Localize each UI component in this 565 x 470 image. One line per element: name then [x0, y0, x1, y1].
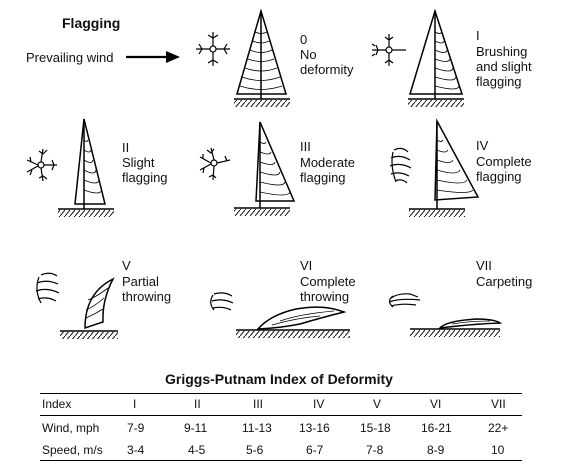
row-label: Wind, mph [42, 421, 100, 435]
stage-0-description: No deformity [300, 47, 354, 77]
table-cell: II [194, 397, 201, 411]
stage-2-description: Slight flagging [122, 155, 168, 185]
table-cell: 7-9 [127, 421, 145, 435]
stage-4-tree-illustration [389, 118, 480, 217]
table-cell: VI [430, 397, 442, 411]
prevailing-wind-label: Prevailing wind [26, 50, 114, 65]
stage-2-numeral: II [122, 140, 130, 155]
stage-3-top-view-icon [199, 147, 231, 181]
row-label: Index [42, 397, 72, 411]
stage-2-top-view-icon [26, 148, 57, 182]
table-cell: 13-16 [299, 421, 330, 435]
table-cell: IV [313, 397, 325, 411]
stage-1-description: Brushing and slight flagging [476, 44, 532, 89]
stage-0-numeral: 0 [300, 32, 308, 47]
table-cell: 10 [491, 443, 505, 457]
table-cell: 8-9 [427, 443, 445, 457]
stage-5-tree-icon [60, 277, 118, 339]
stage-6-description: Complete throwing [300, 274, 356, 304]
stage-6-top-view-icon [210, 292, 234, 311]
stage-5-tree-illustration [35, 272, 118, 339]
table-bottom-rule [40, 460, 522, 461]
diagram-title: Flagging [62, 15, 121, 31]
stage-5-numeral: V [122, 258, 131, 273]
table-cell: I [133, 397, 137, 411]
row-label: Speed, m/s [42, 443, 103, 457]
stage-4-top-view-icon [389, 147, 412, 184]
table-cell: 15-18 [360, 421, 391, 435]
stage-1-tree-illustration [371, 8, 464, 107]
stage-5-description: Partial throwing [122, 274, 172, 304]
stage-7-top-view-icon [388, 293, 421, 308]
table-cell: 3-4 [127, 443, 145, 457]
stage-6-tree-icon [236, 306, 350, 338]
table-cell: III [253, 397, 264, 411]
stage-0-tree-icon [234, 8, 290, 107]
table-header-rule [40, 415, 522, 416]
table-cell: 4-5 [188, 443, 206, 457]
stage-5-top-view-icon [35, 272, 60, 304]
table-cell: VII [491, 397, 506, 411]
stage-1-numeral: I [476, 28, 480, 43]
stage-2-tree-icon [58, 118, 114, 217]
table-top-rule [40, 393, 522, 394]
stage-7-tree-icon [410, 318, 503, 337]
table-cell: 11-13 [242, 421, 272, 435]
stage-0-top-view-icon [196, 32, 230, 66]
table-cell: 9-11 [184, 421, 208, 435]
stage-4-description: Complete flagging [476, 154, 532, 184]
stage-4-numeral: IV [476, 138, 489, 153]
stage-4-tree-icon [409, 118, 480, 217]
stage-1-tree-icon [408, 8, 464, 107]
stage-3-description: Moderate flagging [300, 155, 355, 185]
table-cell: 5-6 [246, 443, 264, 457]
wind-arrow-icon [126, 51, 180, 63]
stage-6-tree-illustration [210, 292, 350, 338]
table-cell: V [373, 397, 382, 411]
table-cell: 16-21 [421, 421, 452, 435]
table-title: Griggs-Putnam Index of Deformity [165, 371, 393, 387]
stage-3-tree-icon [234, 121, 296, 216]
table-cell: 6-7 [306, 443, 324, 457]
stage-0-tree-illustration [196, 8, 290, 107]
stage-7-tree-illustration [388, 293, 503, 337]
stage-2-tree-illustration [26, 118, 114, 217]
table-cell: 22+ [488, 421, 509, 435]
stage-7-description: Carpeting [476, 274, 533, 289]
table-cell: 7-8 [366, 443, 384, 457]
stage-7-numeral: VII [476, 258, 492, 273]
stage-3-tree-illustration [199, 121, 296, 216]
stage-6-numeral: VI [300, 258, 313, 273]
stage-3-numeral: III [300, 139, 311, 154]
stage-1-top-view-icon [371, 34, 406, 66]
